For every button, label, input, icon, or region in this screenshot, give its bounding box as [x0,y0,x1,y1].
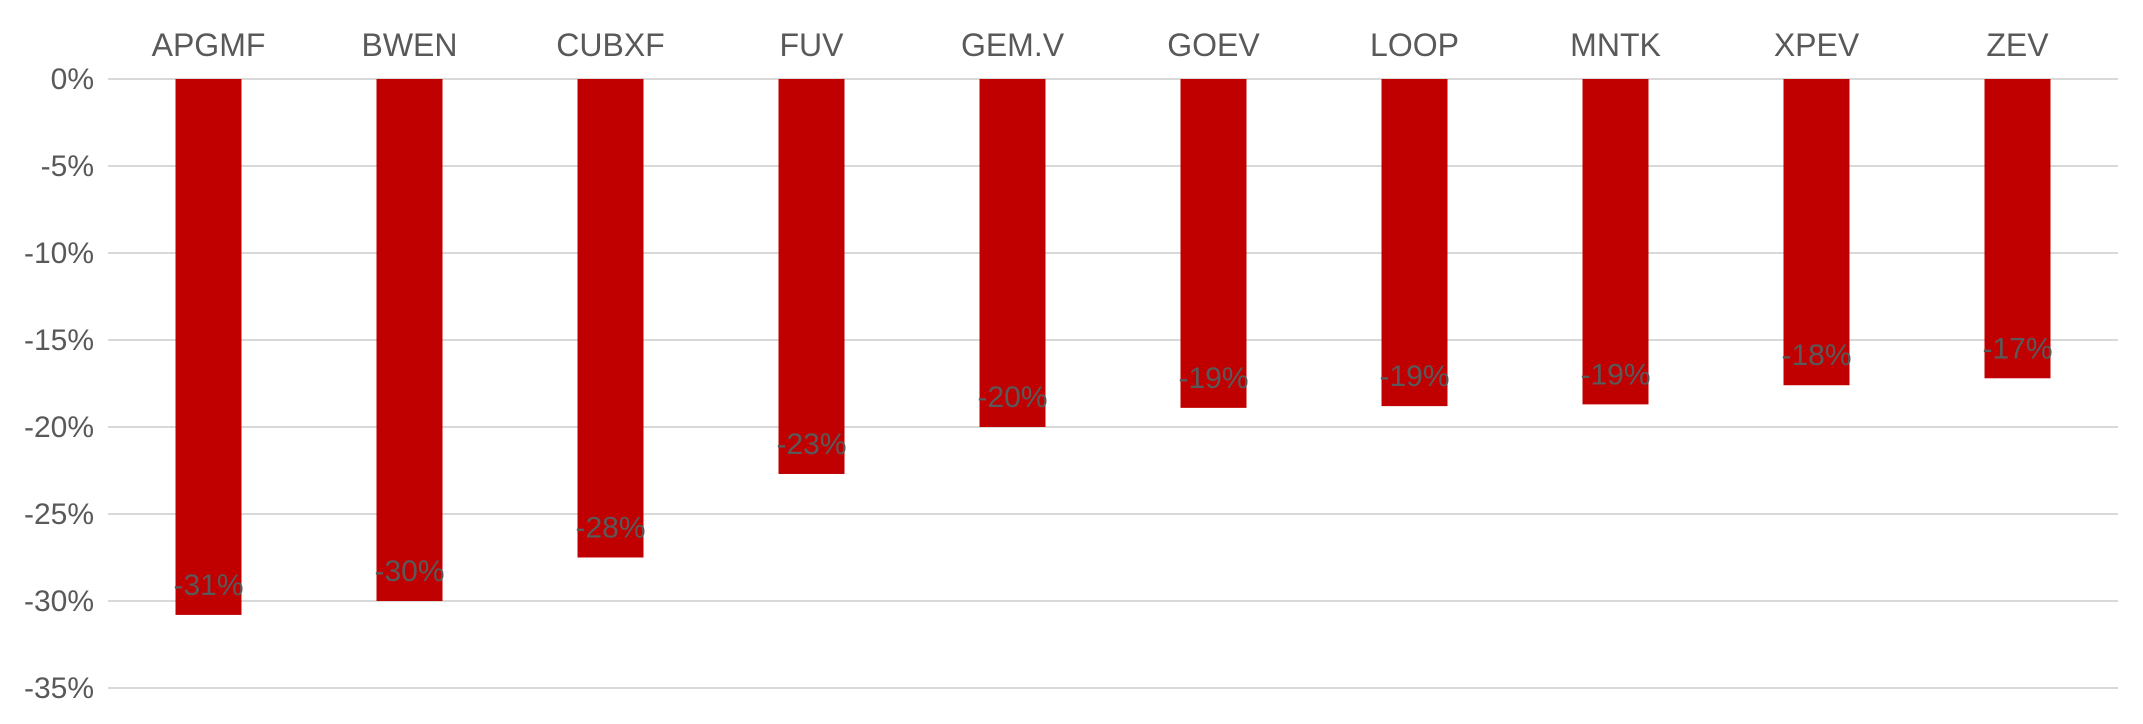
bar [1582,79,1649,405]
data-label: -31% [173,569,243,602]
data-label: -19% [1379,360,1449,393]
data-label: -19% [1580,358,1650,391]
gridlines [108,78,2118,689]
x-tick-label: CUBXF [556,27,664,63]
x-tick-label: MNTK [1570,27,1661,63]
y-tick-label: -5% [41,150,94,183]
bar [175,79,242,615]
bar [1984,79,2051,379]
bar [778,79,845,474]
x-axis-ticks: APGMF BWEN CUBXF FUV GEM.V GOEV LOOP MNTK XPEV ZE… [152,27,2050,63]
y-tick-label: -30% [24,585,94,618]
bar [577,79,644,558]
y-tick-label: -20% [24,411,94,444]
data-label: -20% [977,381,1047,414]
data-label: -18% [1781,339,1851,372]
y-tick-label: -15% [24,324,94,357]
data-label: -17% [1982,332,2052,365]
x-tick-label: LOOP [1370,27,1459,63]
bars [175,79,2051,615]
y-axis-ticks: 0% -5% -10% -15% -20% -25% -30% -35% [24,63,94,705]
x-tick-label: BWEN [362,27,458,63]
y-tick-label: -25% [24,498,94,531]
y-tick-label: -10% [24,237,94,270]
bar [1381,79,1448,407]
y-tick-label: -35% [24,672,94,705]
data-labels: -31% -30% -28% -23% -20% -19% -19% -19% -18% -17% [173,332,2052,602]
bar [1783,79,1850,386]
bar [1180,79,1247,408]
y-tick-label: 0% [51,63,94,96]
data-label: -28% [575,512,645,545]
x-tick-label: FUV [780,27,845,63]
x-tick-label: GEM.V [961,27,1065,63]
data-label: -30% [374,555,444,588]
data-label: -23% [776,428,846,461]
x-tick-label: XPEV [1774,27,1860,63]
data-label: -19% [1178,362,1248,395]
bar [979,79,1046,427]
x-tick-label: GOEV [1167,27,1260,63]
bar [376,79,443,601]
x-tick-label: ZEV [1986,27,2049,63]
x-tick-label: APGMF [152,27,266,63]
